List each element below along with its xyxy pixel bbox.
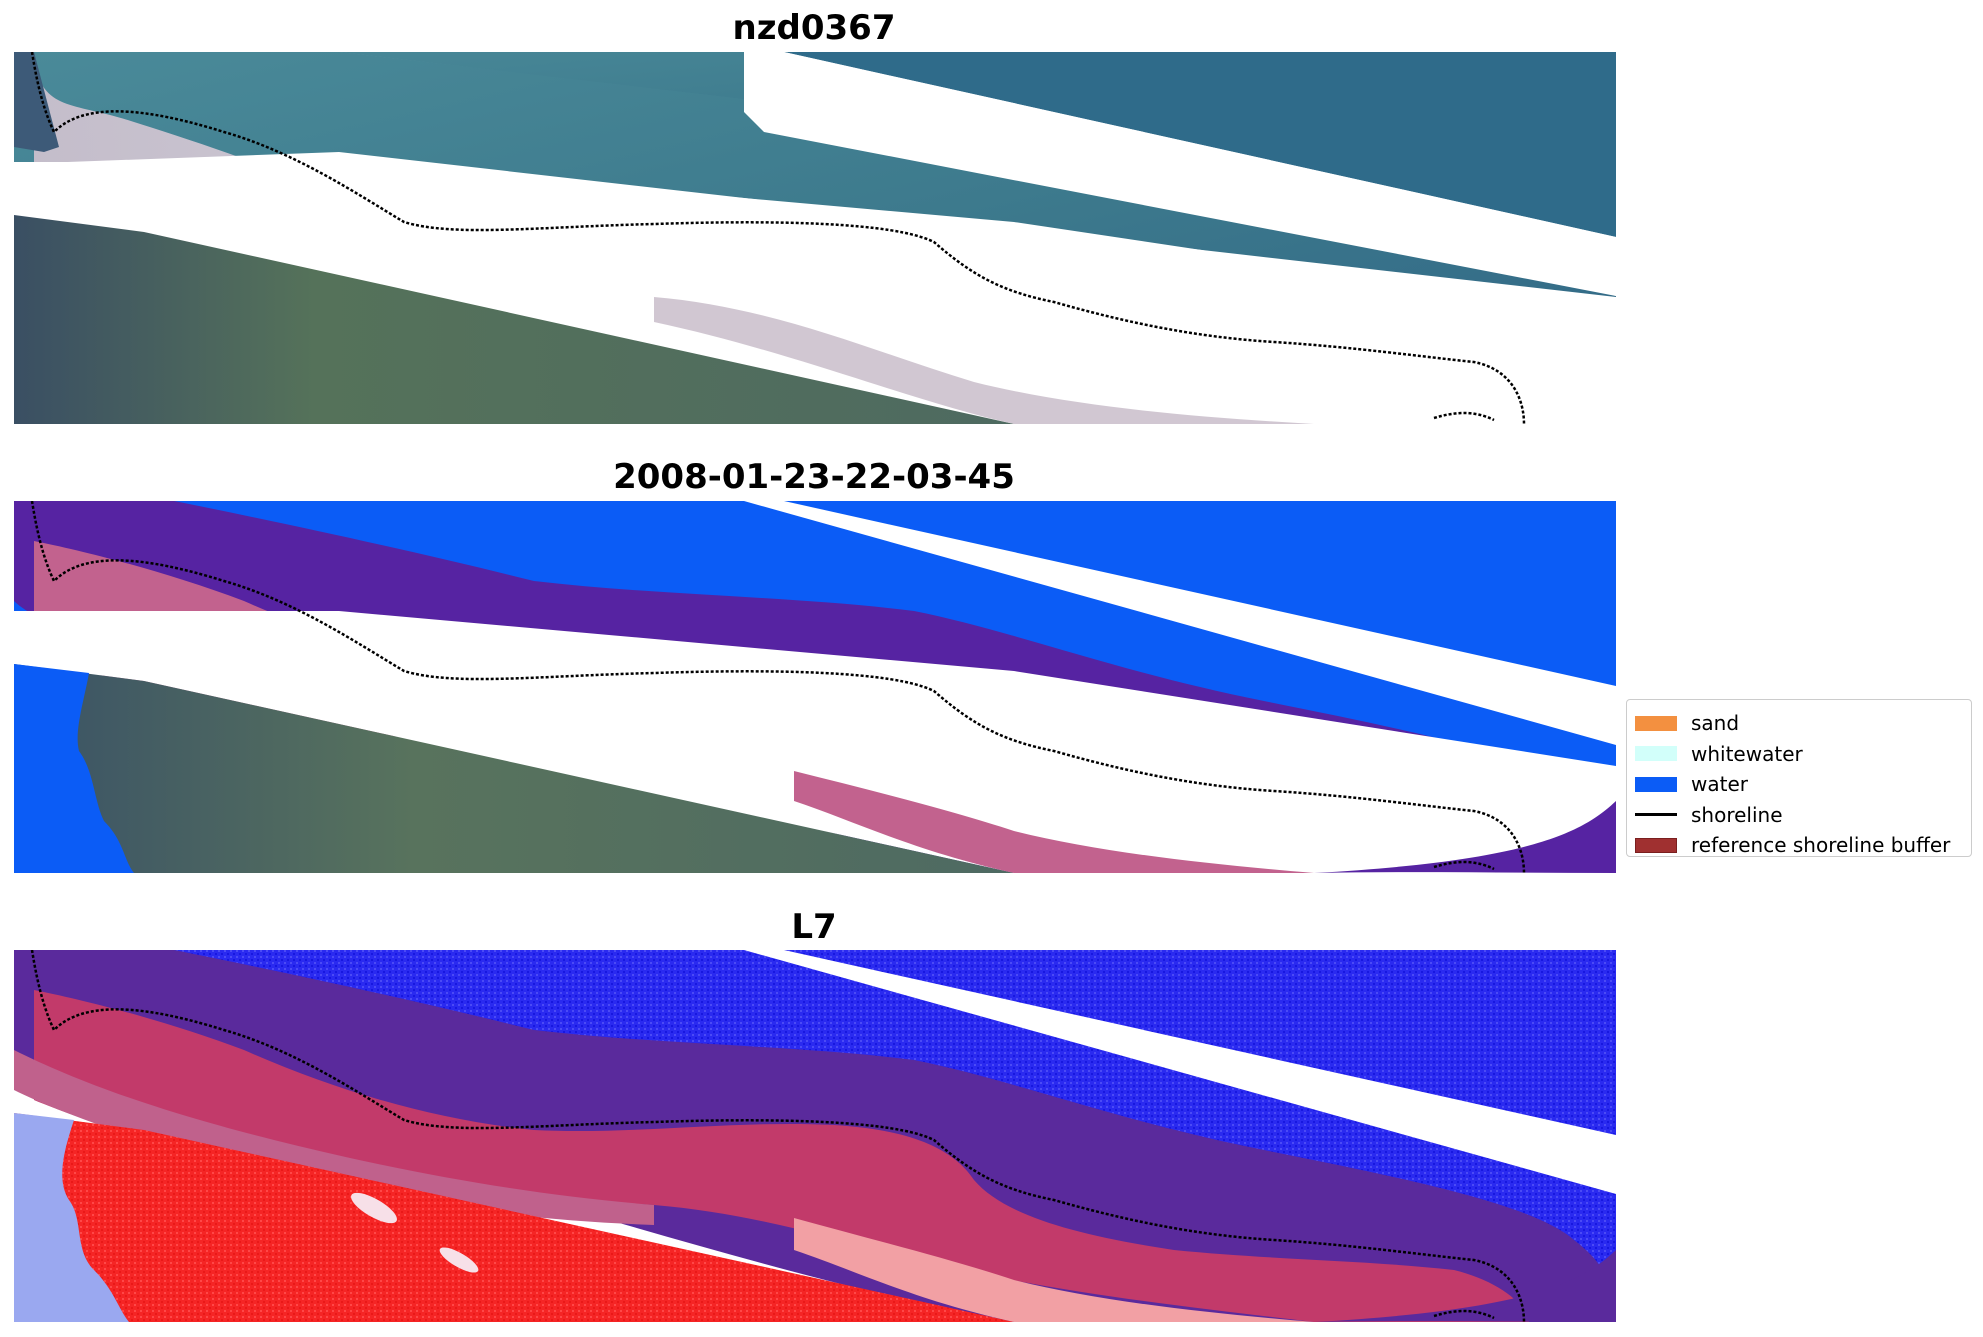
panel-title-satellite: L7: [791, 907, 837, 947]
nodata-gap: [744, 501, 1616, 745]
water-class: [14, 664, 134, 873]
image-strip: [14, 664, 1014, 873]
mndwi-land: [34, 990, 1529, 1322]
reference-buffer: [1314, 1250, 1616, 1322]
legend-item-reference-buffer: reference shoreline buffer: [1635, 830, 1963, 861]
shoreline-line: [30, 52, 1526, 424]
beach-band: [654, 297, 1314, 424]
legend: sand whitewater water shoreline referenc…: [1626, 699, 1972, 857]
legend-label: reference shoreline buffer: [1691, 833, 1951, 858]
legend-item-shoreline: shoreline: [1635, 800, 1963, 831]
mndwi-image-panel: [14, 950, 1616, 1322]
legend-label: shoreline: [1691, 802, 1783, 827]
image-strip: [14, 52, 59, 152]
nodata-gap: [744, 52, 1616, 296]
legend-item-whitewater: whitewater: [1635, 739, 1963, 770]
nodata-gap: [14, 611, 1616, 873]
legend-label: sand: [1691, 711, 1740, 736]
panel-title-date: 2008-01-23-22-03-45: [613, 457, 1015, 497]
legend-item-sand: sand: [1635, 708, 1963, 739]
legend-item-water: water: [1635, 769, 1963, 800]
shoreline-line: [30, 501, 1526, 873]
mndwi-beach: [794, 1218, 1314, 1322]
mndwi-feature: [439, 1247, 479, 1273]
shoreline-swatch: [1635, 813, 1677, 817]
classified-image-panel: [14, 501, 1616, 873]
mndwi-feature: [351, 1192, 397, 1224]
reference-buffer-swatch: [1635, 837, 1677, 853]
sand-swatch: [1635, 715, 1677, 731]
mndwi-land: [14, 1113, 1014, 1322]
image-strip: [14, 215, 1014, 424]
nodata-gap: [744, 950, 1616, 1194]
water-swatch: [1635, 776, 1677, 792]
reference-buffer: [1314, 801, 1616, 873]
panel-title-rgb: nzd0367: [732, 8, 896, 48]
shoreline-line: [30, 950, 1526, 1322]
shoreline-line: [1433, 411, 1495, 422]
legend-label: whitewater: [1691, 741, 1803, 766]
nodata-gap: [14, 162, 1616, 424]
rgb-image-panel: [14, 52, 1616, 424]
sand-class: [794, 771, 1314, 873]
legend-label: water: [1691, 772, 1748, 797]
shoreline-line: [1433, 1309, 1495, 1320]
mndwi-water: [14, 1113, 129, 1322]
whitewater-swatch: [1635, 746, 1677, 762]
shoreline-line: [1433, 860, 1495, 871]
